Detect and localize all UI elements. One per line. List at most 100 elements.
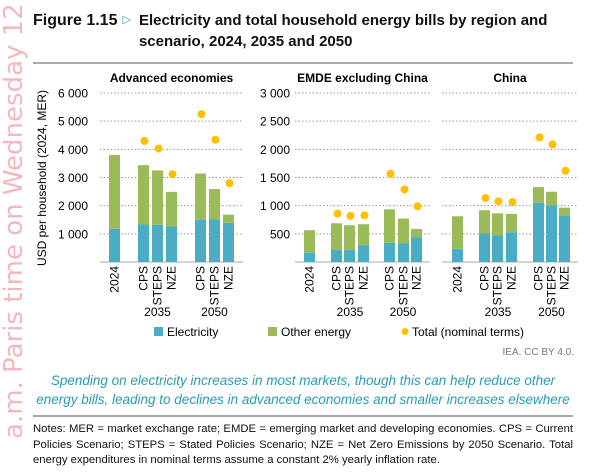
figure-caption: Spending on electricity increases in mos… [36,373,570,407]
chart: USD per household (2024, MER) Advanced ec… [35,71,578,339]
x-tick-label: STEPS [343,266,357,305]
bar-electricity [492,235,503,262]
group-label: 2050 [201,305,228,319]
legend-label-total: Total (nominal terms) [412,325,524,339]
x-tick-label: NZE [222,266,236,290]
bar-electricity [411,237,422,262]
total-nominal-dot [535,133,544,142]
x-tick-label: CPS [478,266,492,291]
figure-header: Figure 1.15 ▷ Electricity and total hous… [33,10,573,52]
bar-other-energy [546,191,557,206]
total-nominal-dot [561,166,570,175]
y-tick-label: 4 000 [58,143,88,157]
x-tick-label: STEPS [545,266,559,305]
y-tick-label: 6 000 [58,87,88,101]
bar-other-energy [331,223,342,250]
bar-electricity [138,224,149,262]
bar-electricity [223,222,234,262]
legend-label-electricity: Electricity [167,325,218,339]
bar-electricity [559,215,570,262]
x-tick-label: CPS [383,266,397,291]
bar-electricity [331,249,342,262]
total-nominal-dot [481,194,490,203]
bar-electricity [166,226,177,262]
bar-other-energy [358,224,369,246]
bar-electricity [479,233,490,262]
total-nominal-dot [413,202,422,211]
total-nominal-dot [400,185,409,194]
bar-other-energy [152,170,163,225]
legend-swatch-other-energy [268,327,277,336]
bar-electricity [195,219,206,262]
x-tick-label: STEPS [151,266,165,305]
bar-electricity [344,250,355,262]
notes: Notes: MER = market exchange rate; EMDE … [33,423,573,466]
bar-other-energy [452,216,463,249]
x-tick-label: STEPS [397,266,411,305]
y-tick-label: 5 000 [58,115,88,129]
y-tick-label: 1 000 [58,227,88,241]
bar-other-energy [195,173,206,220]
y-tick-label: 2 500 [260,115,290,129]
bar-other-energy [384,209,395,243]
x-tick-label: CPS [330,266,344,291]
x-tick-label: CPS [532,266,546,291]
source-credit: IEA. CC BY 4.0. [502,347,574,358]
bar-electricity [452,248,463,262]
bar-other-energy [398,218,409,244]
y-axis-label: USD per household (2024, MER) [35,90,49,266]
x-tick-label: NZE [505,266,519,290]
bar-other-energy [559,207,570,216]
legend-swatch-electricity [154,327,163,336]
bar-other-energy [344,225,355,251]
bar-other-energy [411,228,422,238]
bar-other-energy [209,189,220,220]
x-tick-label: 2024 [303,266,317,293]
total-nominal-dot [168,170,177,179]
bar-other-energy [533,187,544,203]
bar-other-energy [479,210,490,234]
total-nominal-dot [360,211,369,220]
panel-title: Advanced economies [110,71,234,85]
figure-label: Figure 1.15 [33,12,118,29]
figure-title: Electricity and total household energy b… [138,12,548,50]
legend-swatch-total [401,328,409,335]
total-nominal-dot [140,136,149,145]
bar-other-energy [506,213,517,233]
y-tick-label: 3 000 [260,87,290,101]
bar-other-energy [138,165,149,225]
total-nominal-dot [548,140,557,149]
caption-divider [33,415,573,417]
bar-electricity [209,219,220,262]
bar-electricity [533,202,544,262]
total-nominal-dot [333,209,342,218]
bar-electricity [398,243,409,262]
bar-other-energy [304,230,315,253]
x-tick-label: STEPS [491,266,505,305]
y-tick-label: 2 000 [260,143,290,157]
x-tick-label: STEPS [208,266,222,305]
x-tick-label: NZE [558,266,572,290]
total-nominal-dot [197,110,206,119]
x-tick-label: CPS [194,266,208,291]
bar-electricity [109,228,120,262]
group-label: 2035 [144,305,171,319]
bar-other-energy [223,214,234,223]
group-label: 2035 [485,305,512,319]
bar-electricity [152,224,163,262]
y-tick-label: 1 500 [260,171,290,185]
x-tick-label: NZE [357,266,371,290]
triangle-right-icon: ▷ [122,14,131,26]
bar-electricity [304,252,315,262]
y-tick-label: 2 000 [58,199,88,213]
bar-electricity [546,205,557,262]
bar-electricity [506,232,517,262]
y-tick-label: 500 [270,227,290,241]
bar-electricity [384,242,395,262]
group-label: 2035 [337,305,364,319]
total-nominal-dot [346,211,355,220]
x-tick-label: NZE [165,266,179,290]
total-nominal-dot [508,198,517,207]
panel-title: China [493,71,527,85]
total-nominal-dot [494,197,503,206]
